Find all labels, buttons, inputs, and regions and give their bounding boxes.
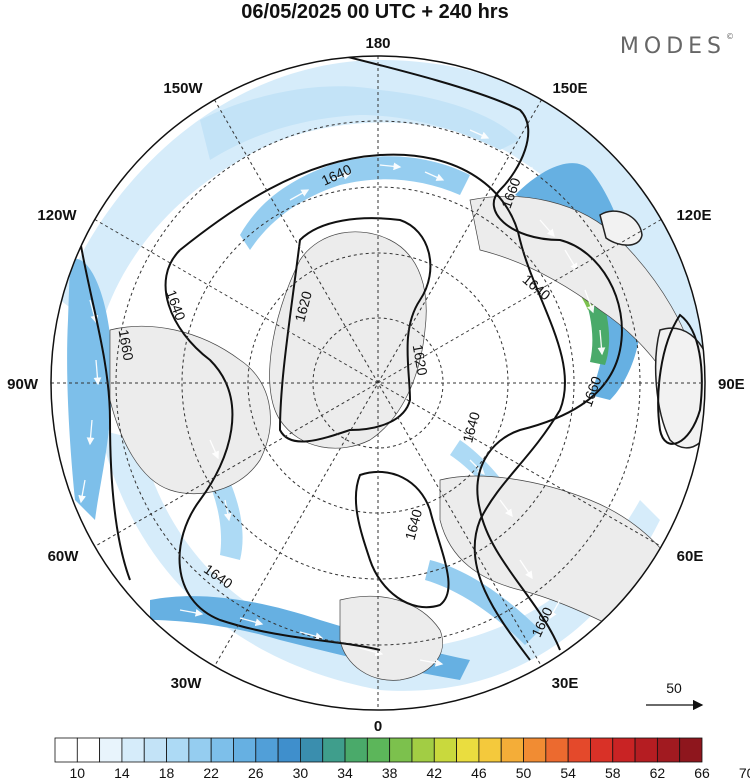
brand-text: MODES (619, 34, 726, 59)
contour-label: 1640 (459, 410, 483, 444)
colorbar-swatch (545, 737, 569, 763)
colorbar-swatch (634, 737, 658, 763)
colorbar-swatch (121, 737, 145, 763)
colorbar-swatch (188, 737, 212, 763)
colorbar-swatch (567, 737, 591, 763)
colorbar-swatch (166, 737, 190, 763)
colorbar-swatch (656, 737, 681, 763)
colorbar-swatch (143, 737, 167, 763)
colorbar-ticks: 10 14 18 22 26 30 34 38 42 46 50 54 58 62 66 70 (70, 765, 750, 781)
lon-label-30w: 30W (171, 675, 203, 692)
lon-label-120e: 120E (676, 207, 711, 224)
contour-label: 1660 (116, 328, 137, 362)
colorbar-tick-label: 62 (650, 765, 666, 781)
colorbar-tick-label: 46 (471, 765, 487, 781)
reference-vector-label: 50 (666, 680, 682, 696)
colorbar-swatch (411, 737, 435, 763)
height-contours (79, 56, 703, 661)
lon-label-60e: 60E (677, 548, 704, 565)
colorbar-tick-label: 66 (694, 765, 710, 781)
lon-label-180: 180 (365, 35, 390, 52)
colorbar-tick-label: 38 (382, 765, 398, 781)
graticule (51, 56, 705, 710)
wind-vectors (78, 129, 641, 667)
colorbar-tick-label: 42 (426, 765, 442, 781)
colorbar-swatch (255, 737, 279, 763)
colorbar-tick-label: 54 (560, 765, 576, 781)
colorbar-swatch (612, 737, 636, 763)
map-boundary (50, 55, 706, 711)
lon-label-90e: 90E (718, 376, 745, 393)
colorbar-swatch (99, 737, 123, 763)
contour-label: 1620 (291, 289, 315, 323)
colorbar-tick-label: 70 (739, 765, 750, 781)
colorbar-swatch (76, 737, 101, 763)
colorbar-swatch (210, 737, 234, 763)
lon-label-60w: 60W (48, 548, 80, 565)
colorbar-swatch (433, 737, 457, 763)
colorbar-tick-label: 58 (605, 765, 621, 781)
colorbar-tick-label: 14 (114, 765, 130, 781)
contour-label: 1620 (410, 343, 431, 377)
colorbar-swatch (478, 737, 502, 763)
colorbar-swatch (322, 737, 346, 763)
colorbar-tick-label: 30 (293, 765, 309, 781)
colorbar-swatch (500, 737, 524, 763)
lon-label-120w: 120W (37, 207, 77, 224)
page-title: 06/05/2025 00 UTC + 240 hrs (241, 1, 509, 23)
contour-label: 1640 (402, 507, 426, 541)
colorbar-swatch (54, 737, 78, 763)
colorbar-tick-label: 18 (159, 765, 175, 781)
colorbar-swatch (456, 737, 480, 763)
lon-label-90w: 90W (7, 376, 39, 393)
colorbar-swatch (344, 737, 368, 763)
colorbar (54, 737, 703, 763)
colorbar-swatch (523, 737, 547, 763)
lon-label-30e: 30E (552, 675, 579, 692)
colorbar-swatch (389, 737, 413, 763)
copyright-mark: © (726, 31, 734, 41)
colorbar-tick-label: 50 (516, 765, 532, 781)
lon-label-0: 0 (374, 718, 382, 735)
colorbar-swatch (590, 737, 614, 763)
colorbar-tick-label: 34 (337, 765, 353, 781)
colorbar-swatch (277, 737, 301, 763)
colorbar-swatch (233, 737, 257, 763)
lon-label-150e: 150E (552, 80, 587, 97)
colorbar-swatch (679, 737, 703, 763)
brand-logo: MODES© (619, 31, 734, 59)
colorbar-swatch (300, 737, 324, 763)
colorbar-swatch (366, 737, 391, 763)
colorbar-tick-label: 26 (248, 765, 264, 781)
lon-label-150w: 150W (163, 80, 203, 97)
wind-speed-shading (60, 56, 705, 691)
colorbar-tick-label: 10 (70, 765, 86, 781)
colorbar-tick-label: 22 (203, 765, 219, 781)
